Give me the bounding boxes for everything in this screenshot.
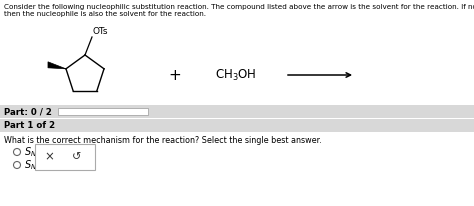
Bar [0,119,474,132]
Text: $S_N1$: $S_N1$ [24,145,43,159]
Text: ↺: ↺ [73,152,82,162]
Text: Part: 0 / 2: Part: 0 / 2 [4,107,52,116]
Text: $\mathregular{CH_3OH}$: $\mathregular{CH_3OH}$ [215,67,256,83]
Text: Part 1 of 2: Part 1 of 2 [4,121,55,130]
Text: then the nucleophile is also the solvent for the reaction.: then the nucleophile is also the solvent… [4,11,206,17]
Text: Consider the following nucleophilic substitution reaction. The compound listed a: Consider the following nucleophilic subs… [4,4,474,10]
Text: What is the correct mechanism for the reaction? Select the single best answer.: What is the correct mechanism for the re… [4,136,322,145]
Text: +: + [169,68,182,82]
Text: $S_N2$: $S_N2$ [24,158,43,172]
Bar [0,105,474,118]
Bar [35,144,95,170]
Bar [0,132,474,206]
Polygon shape [48,62,66,69]
Text: ×: × [44,151,54,164]
Text: OTs: OTs [93,27,109,36]
Bar [58,108,148,115]
